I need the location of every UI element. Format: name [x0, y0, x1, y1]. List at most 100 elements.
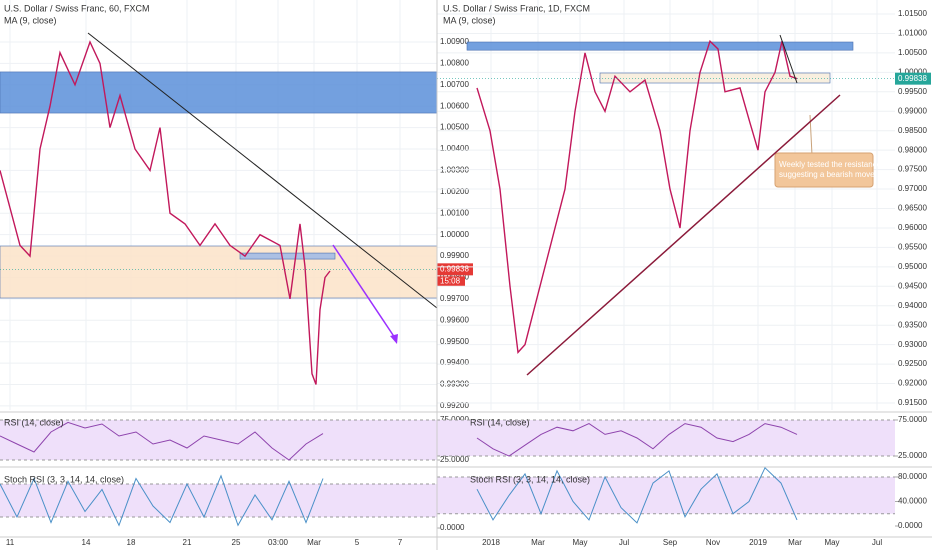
x-tick-label: 14 [82, 538, 91, 547]
chart-title: U.S. Dollar / Swiss Franc, 1D, FXCM [443, 3, 590, 13]
y-tick-label: 1.00400 [440, 144, 469, 153]
y-tick-label: 25.0000 [440, 455, 469, 464]
y-tick-label: 0.95500 [898, 243, 927, 252]
y-tick-label: 1.00100 [440, 208, 469, 217]
series-line [476, 466, 798, 524]
y-tick-label: 0.93000 [898, 340, 927, 349]
x-tick-label: Mar [307, 538, 321, 547]
x-tick-label: 2019 [749, 538, 767, 547]
y-tick-label: 75.0000 [898, 415, 927, 424]
trend-line [526, 94, 841, 376]
y-tick-label: 1.00000 [440, 230, 469, 239]
y-tick-label: 25.0000 [898, 451, 927, 460]
y-tick-label: 1.01000 [898, 29, 927, 38]
y-tick-label: 0.98500 [898, 126, 927, 135]
y-tick-label: 0.99300 [440, 380, 469, 389]
y-tick-label: 75.0000 [440, 415, 469, 424]
indicator-title: Stoch RSI (3, 3, 14, 14, close) [4, 474, 124, 484]
x-tick-label: Sep [663, 538, 678, 547]
zone [0, 71, 438, 114]
x-tick-label: May [824, 538, 839, 547]
last-price-badge [895, 72, 931, 85]
x-tick-label: 7 [398, 538, 403, 547]
series-line [0, 421, 324, 461]
series-line [476, 423, 798, 457]
x-tick-label: Jul [872, 538, 882, 547]
y-tick-label: 1.00000 [898, 67, 927, 76]
countdown: 15:08 [440, 276, 461, 285]
x-tick-label: 25 [232, 538, 241, 547]
y-tick-label: 1.00700 [440, 80, 469, 89]
indicator-title: RSI (14, close) [470, 417, 530, 427]
trend-line [779, 34, 798, 84]
x-tick-label: 2018 [482, 538, 500, 547]
y-tick-label: 0.99500 [898, 87, 927, 96]
series-line [0, 474, 324, 527]
y-tick-label: 0.99600 [440, 315, 469, 324]
y-tick-label: 0.0000 [440, 523, 465, 532]
y-tick-label: 0.99000 [898, 106, 927, 115]
y-tick-label: 80.0000 [898, 472, 927, 481]
y-tick-label: 0.96000 [898, 223, 927, 232]
series-line [0, 40, 331, 385]
y-tick-label: 1.01500 [898, 9, 927, 18]
x-tick-label: 11 [6, 538, 15, 547]
last-price-label: 0.99838 [440, 264, 469, 273]
y-tick-label: 0.92500 [898, 359, 927, 368]
y-tick-label: 0.94000 [898, 301, 927, 310]
x-tick-label: 18 [127, 538, 136, 547]
y-tick-label: 0.97500 [898, 165, 927, 174]
x-tick-label: May [572, 538, 587, 547]
y-tick-label: 0.98000 [898, 145, 927, 154]
y-tick-label: 0.93500 [898, 320, 927, 329]
arrow-head [390, 334, 398, 344]
y-tick-label: 0.94500 [898, 281, 927, 290]
y-tick-label: 0.99900 [440, 251, 469, 260]
y-tick-label: 0.95000 [898, 262, 927, 271]
y-tick-label: 1.00500 [898, 48, 927, 57]
chart-subtitle: MA (9, close) [4, 15, 57, 25]
zone [466, 41, 854, 51]
y-tick-label: 1.00500 [440, 123, 469, 132]
chart-subtitle: MA (9, close) [443, 15, 496, 25]
annotation-line: Weekly tested the resistance, [779, 160, 883, 169]
x-tick-label: 5 [355, 538, 360, 547]
band [437, 476, 895, 514]
arrow [332, 244, 396, 339]
y-tick-label: 0.0000 [898, 521, 923, 530]
y-tick-label: 1.00200 [440, 187, 469, 196]
band [437, 419, 895, 456]
y-tick-label: 0.91500 [898, 398, 927, 407]
x-tick-label: Nov [706, 538, 720, 547]
series-line [476, 39, 798, 355]
y-tick-label: 0.99200 [440, 401, 469, 410]
y-tick-label: 1.00800 [440, 58, 469, 67]
y-tick-label: 0.96500 [898, 204, 927, 213]
band [0, 420, 437, 460]
drawings [87, 0, 841, 550]
x-tick-label: Mar [788, 538, 802, 547]
y-tick-label: 0.92000 [898, 379, 927, 388]
x-tick-label: Mar [531, 538, 545, 547]
zone [0, 245, 438, 299]
band [0, 484, 437, 518]
annotation: Weekly tested the resistance, suggesting … [779, 160, 883, 179]
y-tick-label: 1.00900 [440, 37, 469, 46]
last-price-badge [437, 263, 473, 276]
x-tick-label: 21 [183, 538, 192, 547]
zone [599, 72, 831, 84]
zone [239, 252, 336, 260]
indicator-title: RSI (14, close) [4, 417, 64, 427]
annotation-line: suggesting a bearish move [779, 170, 875, 179]
y-tick-label: 0.99700 [440, 294, 469, 303]
indicator-title: Stoch RSI (3, 3, 14, 14, close) [470, 474, 590, 484]
x-tick-label: 03:00 [268, 538, 289, 547]
y-tick-label: 0.99400 [440, 358, 469, 367]
last-price-label: 0.99838 [898, 74, 927, 83]
y-tick-label: 1.00600 [440, 101, 469, 110]
chart-title: U.S. Dollar / Swiss Franc, 60, FXCM [4, 3, 150, 13]
trend-line [87, 32, 438, 309]
y-tick-label: 0.97000 [898, 184, 927, 193]
